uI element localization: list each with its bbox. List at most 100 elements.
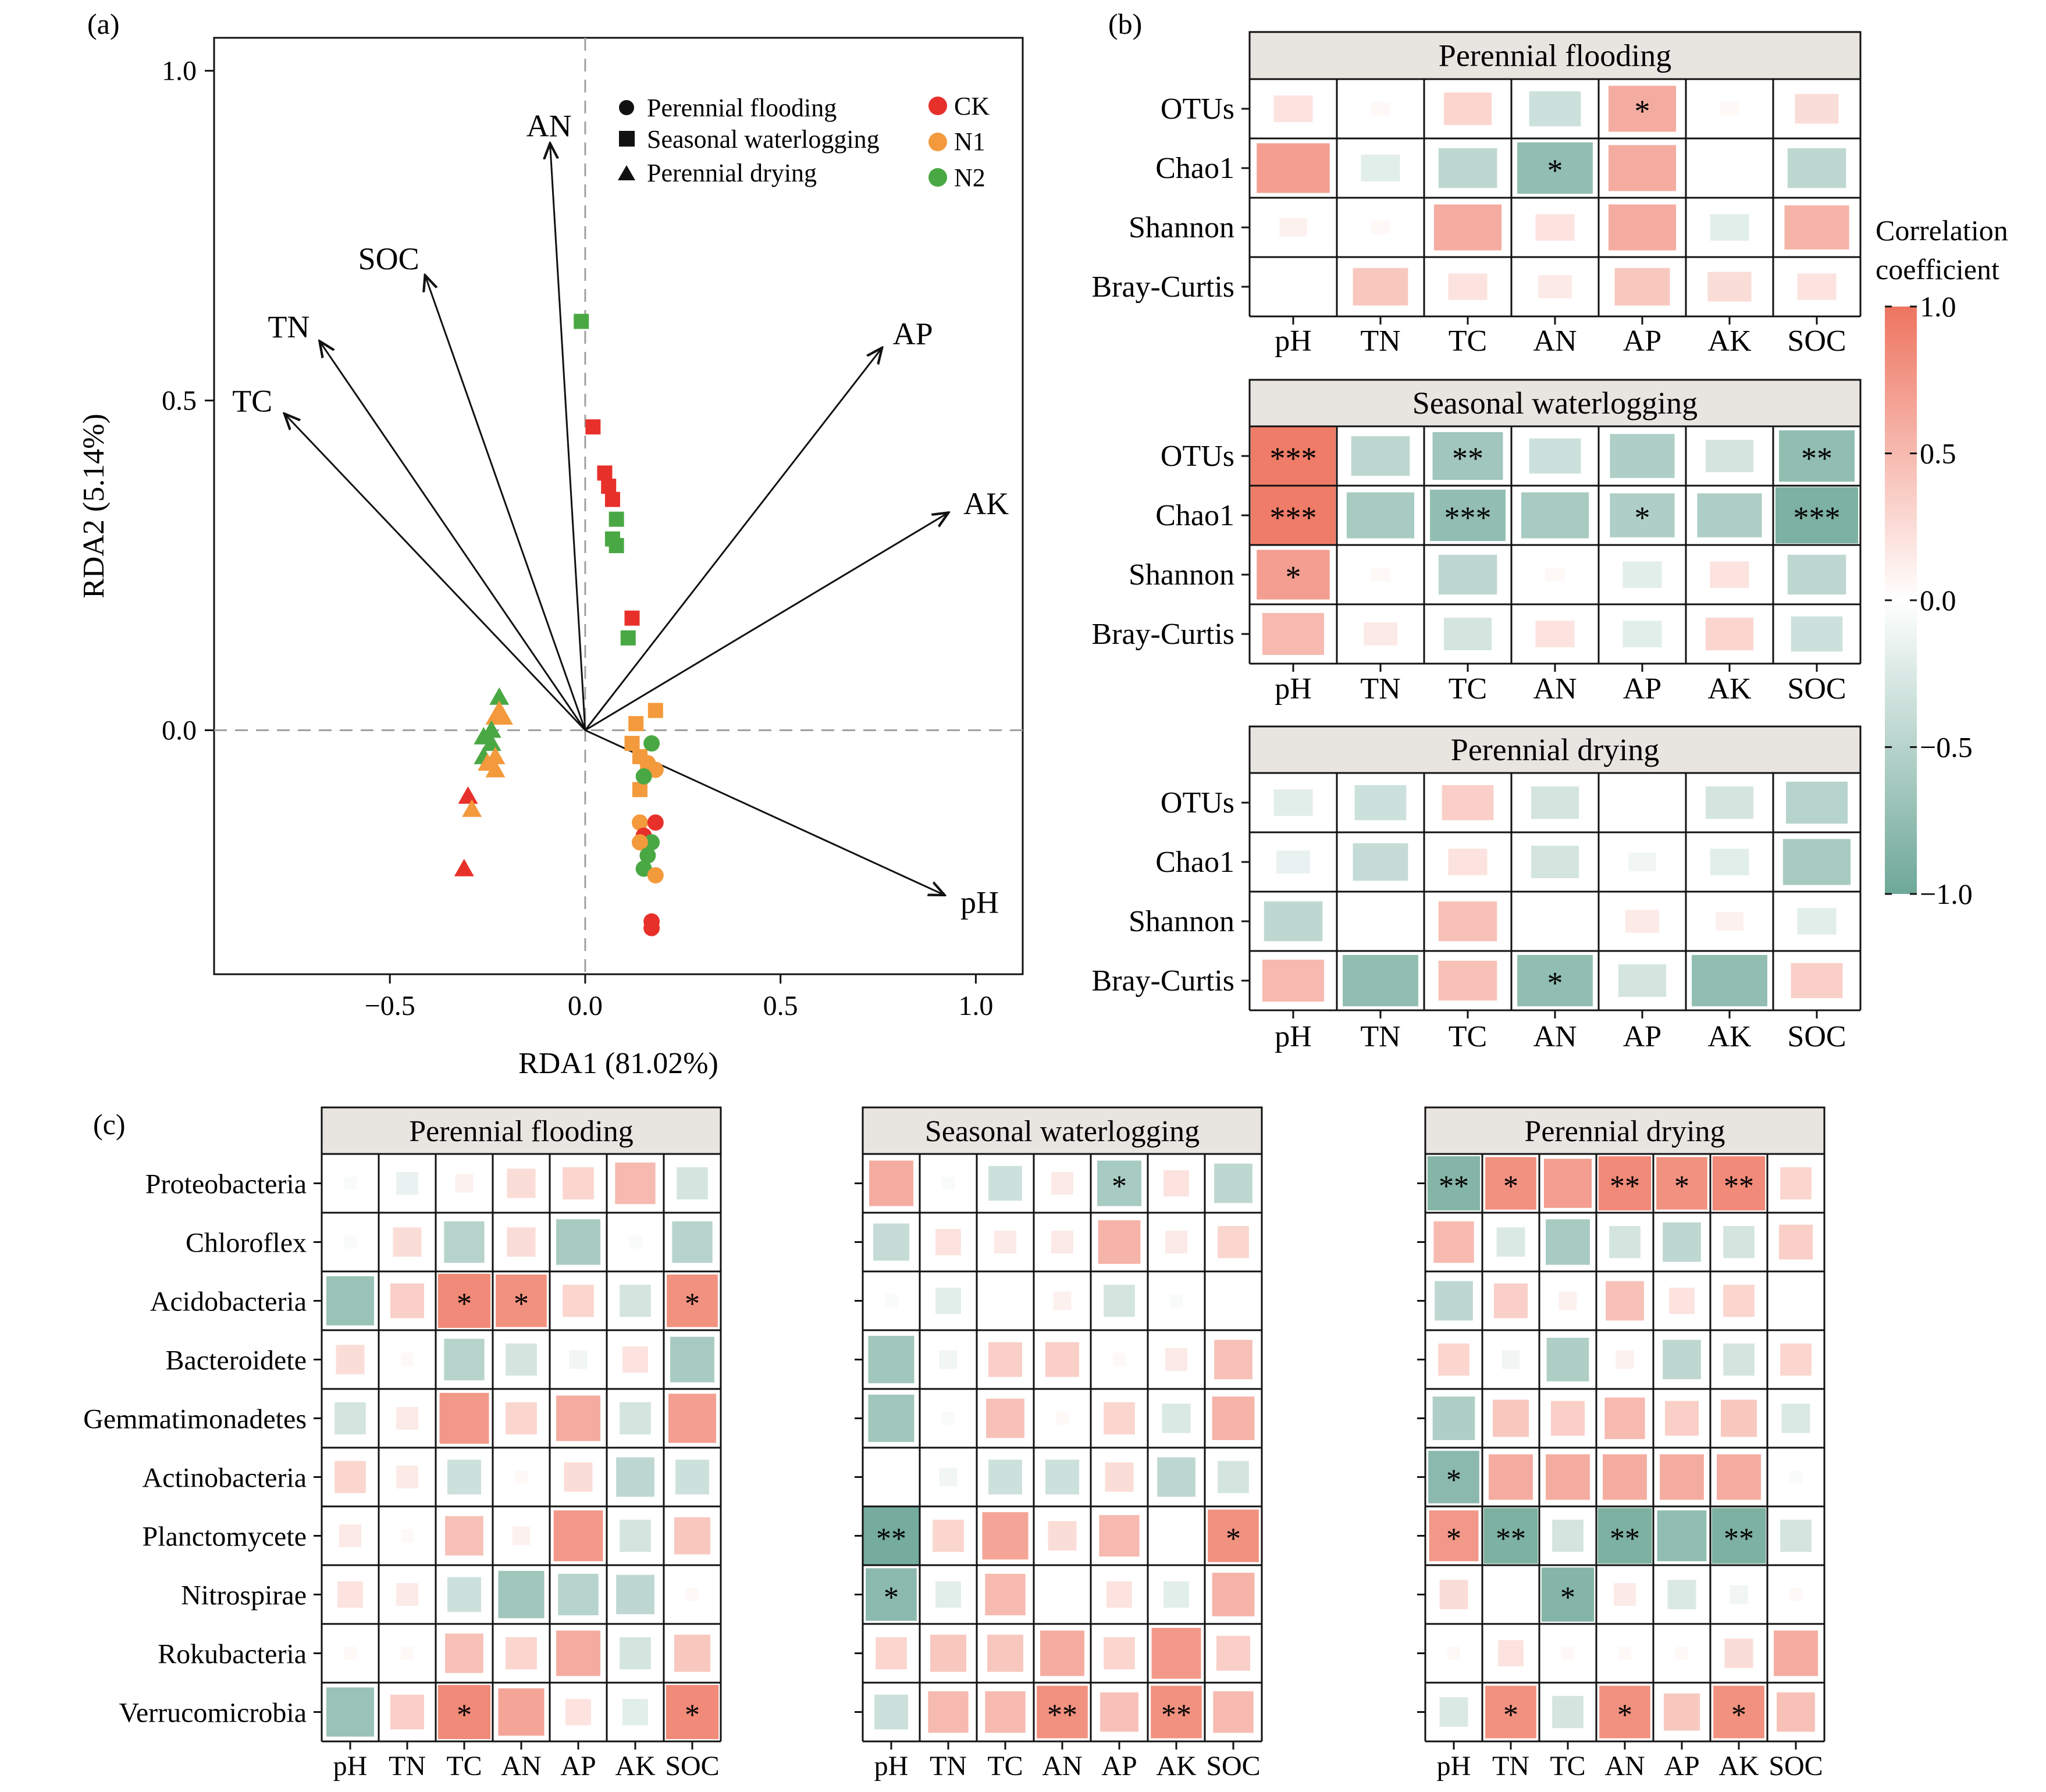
heatmap-cell xyxy=(335,1460,366,1494)
heatmap-cell xyxy=(1712,1156,1766,1211)
heatmap-cell xyxy=(935,1228,961,1256)
heatmap-strip xyxy=(1424,1106,1826,1155)
rda-point-square xyxy=(597,465,613,481)
heatmap-col-label: SOC xyxy=(1787,325,1846,358)
heatmap-cell xyxy=(622,1698,648,1726)
heatmap-cell xyxy=(933,1519,964,1552)
heatmap-cell xyxy=(629,1235,642,1249)
heatmap-col-label: AK xyxy=(615,1751,656,1782)
heatmap-signif-mark: *** xyxy=(1794,500,1841,535)
heatmap-cell xyxy=(556,1219,600,1265)
heatmap-cell xyxy=(1053,1291,1072,1310)
heatmap-cell xyxy=(1610,434,1675,478)
heatmap-cell xyxy=(396,1171,418,1195)
heatmap-cell xyxy=(1099,1515,1140,1557)
heatmap-cell xyxy=(393,1227,422,1257)
heatmap-cell xyxy=(620,1402,651,1435)
legend-group-label: N1 xyxy=(954,127,985,156)
heatmap-cell xyxy=(1667,1580,1696,1609)
heatmap-cell xyxy=(986,1398,1024,1438)
heatmap-cell xyxy=(396,1406,418,1430)
heatmap-cell xyxy=(985,1691,1026,1733)
heatmap-signif-mark: * xyxy=(1286,560,1301,594)
heatmap-cell xyxy=(1432,1396,1475,1440)
heatmap-col-label: TN xyxy=(389,1751,426,1782)
heatmap-row-label: Verrucomicrobia xyxy=(119,1698,307,1729)
heatmap-signif-mark: ** xyxy=(876,1523,906,1556)
heatmap-cell xyxy=(444,1221,485,1263)
heatmap-cell xyxy=(863,1507,919,1565)
colorbar-tick-label: −1.0 xyxy=(1920,878,1973,910)
heatmap-signif-mark: ** xyxy=(1496,1523,1526,1556)
heatmap-col-label: pH xyxy=(1437,1751,1471,1782)
heatmap-cell xyxy=(1791,963,1843,999)
heatmap-panel: Perennial flooding * * * * * Proteobacteria Chl… xyxy=(83,1106,722,1782)
heatmap-cell xyxy=(1218,1460,1249,1494)
heatmap-cell xyxy=(1214,1163,1252,1203)
heatmap-row-label: Actinobacteria xyxy=(142,1463,307,1494)
heatmap-row-label: Bray-Curtis xyxy=(1091,964,1234,997)
heatmap-signif-mark: * xyxy=(685,1288,700,1321)
heatmap-cell xyxy=(1625,910,1660,933)
heatmap-cell xyxy=(1438,148,1497,188)
heatmap-cell xyxy=(563,1284,594,1317)
heatmap-row-label: OTUs xyxy=(1161,786,1234,820)
legend-group-label: CK xyxy=(954,92,990,120)
heatmap-signif-mark: * xyxy=(1560,1581,1575,1615)
heatmap-cell xyxy=(675,1459,709,1495)
heatmap-signif-mark: * xyxy=(1446,1464,1461,1497)
heatmap-cell xyxy=(1657,1510,1707,1562)
heatmap-cell xyxy=(1610,493,1675,537)
heatmap-cell xyxy=(512,1526,531,1545)
heatmap-cell xyxy=(1208,1509,1259,1562)
heatmap-cell xyxy=(1361,155,1400,181)
heatmap-signif-mark: * xyxy=(457,1699,472,1732)
heatmap-cell xyxy=(1707,272,1752,302)
heatmap-cell xyxy=(1371,220,1390,234)
heatmap-cell xyxy=(1609,1225,1641,1259)
heatmap-cell xyxy=(565,1698,591,1726)
heatmap-cell xyxy=(1045,1459,1079,1495)
heatmap-col-label: TN xyxy=(1492,1751,1529,1782)
legend-shape-label: Perennial flooding xyxy=(647,94,837,122)
heatmap-cell xyxy=(1045,1342,1079,1377)
heatmap-cell xyxy=(930,1634,966,1672)
heatmap-cell xyxy=(1489,1454,1533,1500)
heatmap-cell xyxy=(1443,618,1492,650)
legend-square-marker xyxy=(619,131,635,147)
heatmap-cell xyxy=(1789,1470,1802,1484)
heatmap-row-label: Chao1 xyxy=(1155,152,1234,185)
heatmap-cell xyxy=(939,1350,958,1369)
rda-x-tick-label: −0.5 xyxy=(365,991,415,1021)
rda-point-square xyxy=(585,419,601,434)
heatmap-col-label: pH xyxy=(1275,1020,1312,1053)
heatmap-cell xyxy=(1665,1401,1699,1436)
heatmap-col-label: AN xyxy=(501,1751,541,1782)
heatmap-cell xyxy=(1779,430,1855,482)
heatmap-cell xyxy=(556,1630,600,1676)
rda-point-circle xyxy=(647,814,664,831)
heatmap-col-label: AK xyxy=(1707,325,1752,358)
rda-y-tick-label: 0.5 xyxy=(162,386,197,416)
heatmap-row-label: Proteobacteria xyxy=(145,1169,307,1200)
heatmap-cell xyxy=(507,1168,536,1198)
heatmap-signif-mark: * xyxy=(685,1699,700,1732)
heatmap-cell xyxy=(558,1573,599,1616)
heatmap-cell xyxy=(1351,436,1410,476)
heatmap-cell xyxy=(1485,1157,1536,1210)
rda-axis-ticks: −0.5 0.0 0.5 1.0 0.0 0.5 1.0 xyxy=(162,56,993,1021)
heatmap-row-label: OTUs xyxy=(1161,92,1234,126)
heatmap-cell xyxy=(1598,1156,1652,1211)
colorbar-title-line2: coefficient xyxy=(1876,253,1999,286)
heatmap-signif-mark: * xyxy=(1547,966,1563,1000)
heatmap-cell xyxy=(1608,204,1677,251)
heatmap-signif-mark: *** xyxy=(1270,500,1317,535)
heatmap-col-label: TC xyxy=(1449,325,1487,358)
heatmap-signif-mark: ** xyxy=(1452,441,1483,476)
heatmap-cell xyxy=(1535,621,1575,647)
rda-point-triangle xyxy=(481,733,501,751)
heatmap-cell xyxy=(1438,554,1497,595)
rda-point-square xyxy=(632,782,647,797)
heatmap-cell xyxy=(1353,268,1408,306)
heatmap-cell xyxy=(1531,846,1579,878)
